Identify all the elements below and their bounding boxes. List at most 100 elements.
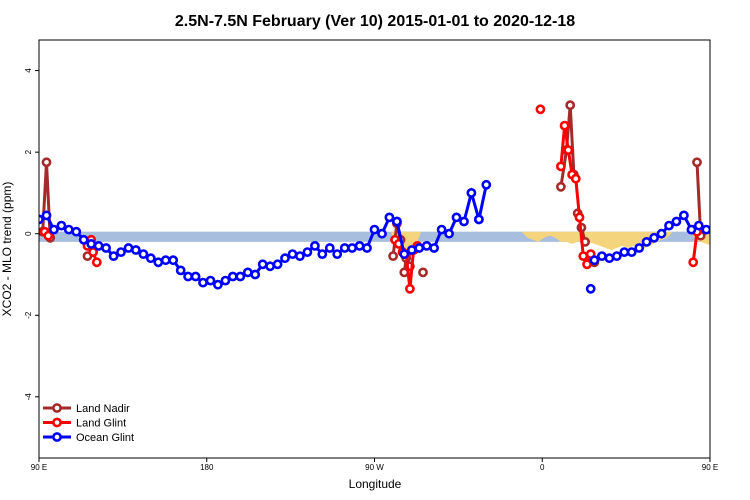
x-tick-label: 90 E <box>31 463 47 472</box>
reference-band <box>39 231 710 242</box>
data-point <box>272 259 283 270</box>
data-point <box>183 271 193 282</box>
series-land-glint <box>39 104 741 294</box>
data-point <box>563 145 574 155</box>
data-point <box>626 247 637 257</box>
data-point <box>227 271 238 282</box>
data-point <box>414 243 425 253</box>
data-point <box>565 100 576 111</box>
data-point <box>444 228 454 239</box>
data-point <box>362 243 372 253</box>
data-point <box>93 240 104 251</box>
x-axis: 90 E 180 90 W 0 90 E <box>31 458 718 472</box>
data-point <box>570 173 581 184</box>
legend-item-land-nadir: Land Nadir <box>43 403 130 415</box>
legend-item-ocean-glint: Ocean Glint <box>43 432 134 444</box>
series-line <box>477 184 488 220</box>
data-point <box>130 245 141 255</box>
data-point <box>578 251 589 261</box>
data-point <box>287 249 298 259</box>
data-point <box>190 271 201 282</box>
data-point <box>556 181 566 192</box>
data-point <box>265 261 275 272</box>
data-point <box>481 179 492 190</box>
series-line <box>731 238 735 256</box>
data-point <box>727 253 734 260</box>
data-point <box>235 271 246 282</box>
x-axis-label: Longitude <box>349 477 402 491</box>
y-axis: 4 2 0 -2 -4 <box>24 68 39 400</box>
data-point <box>250 269 261 280</box>
data-point <box>634 243 645 253</box>
data-point <box>123 243 134 253</box>
legend-item-land-glint: Land Glint <box>43 418 126 430</box>
data-point <box>641 236 652 247</box>
data-point <box>611 251 622 261</box>
legend-label: Land Glint <box>76 418 126 430</box>
data-point <box>664 220 674 231</box>
series-line <box>41 162 52 238</box>
data-point <box>656 228 667 239</box>
data-point <box>436 224 447 235</box>
x-tick-label: 0 <box>540 463 545 472</box>
data-point <box>688 257 699 268</box>
data-point <box>451 212 462 223</box>
data-point <box>317 249 328 259</box>
data-point <box>116 247 126 257</box>
x-tick-label: 90 E <box>702 463 718 472</box>
data-point <box>731 234 738 241</box>
data-point <box>280 253 290 264</box>
data-point <box>168 255 179 266</box>
data-point <box>399 249 410 259</box>
series-line <box>691 231 699 263</box>
data-point <box>556 161 566 172</box>
data-point <box>257 259 268 270</box>
data-point <box>294 251 305 261</box>
y-tick-label: 4 <box>24 68 33 73</box>
legend-swatch-marker <box>52 417 62 428</box>
y-tick-label: 0 <box>24 231 33 236</box>
series-line <box>559 125 596 269</box>
data-point <box>160 255 171 266</box>
data-point <box>589 255 600 266</box>
data-point <box>324 243 335 253</box>
legend-swatch-marker <box>52 432 62 442</box>
data-point <box>391 216 402 227</box>
data-point <box>459 216 469 227</box>
data-point <box>212 279 223 290</box>
data-point <box>101 243 111 253</box>
data-point <box>734 259 741 266</box>
legend-label: Land Nadir <box>76 403 130 415</box>
y-axis-label: XCO2 - MLO trend (ppm) <box>0 182 14 317</box>
data-point <box>740 242 747 249</box>
data-point <box>347 243 357 253</box>
data-point <box>404 283 415 294</box>
data-point <box>49 224 59 235</box>
data-point <box>671 216 682 227</box>
data-point <box>418 267 428 278</box>
x-tick-label: 90 W <box>365 463 384 472</box>
data-point <box>78 234 89 245</box>
data-point <box>574 212 585 223</box>
data-point <box>693 220 704 231</box>
data-point <box>686 224 697 235</box>
plot-area <box>39 100 747 294</box>
series-line <box>731 246 739 262</box>
data-point <box>138 249 149 259</box>
data-point <box>41 210 52 221</box>
data-point <box>175 265 186 276</box>
data-point <box>473 214 484 225</box>
data-point <box>535 104 546 115</box>
data-point <box>708 228 710 235</box>
y-tick-label: -2 <box>24 311 33 319</box>
data-point <box>332 249 343 259</box>
legend-swatch-marker <box>52 403 62 413</box>
data-point <box>731 249 738 256</box>
data-point <box>88 247 98 257</box>
data-point <box>302 247 313 257</box>
data-point <box>733 242 740 249</box>
data-point <box>597 251 607 261</box>
data-point <box>56 220 67 231</box>
data-point <box>377 228 387 239</box>
data-point <box>63 224 74 235</box>
